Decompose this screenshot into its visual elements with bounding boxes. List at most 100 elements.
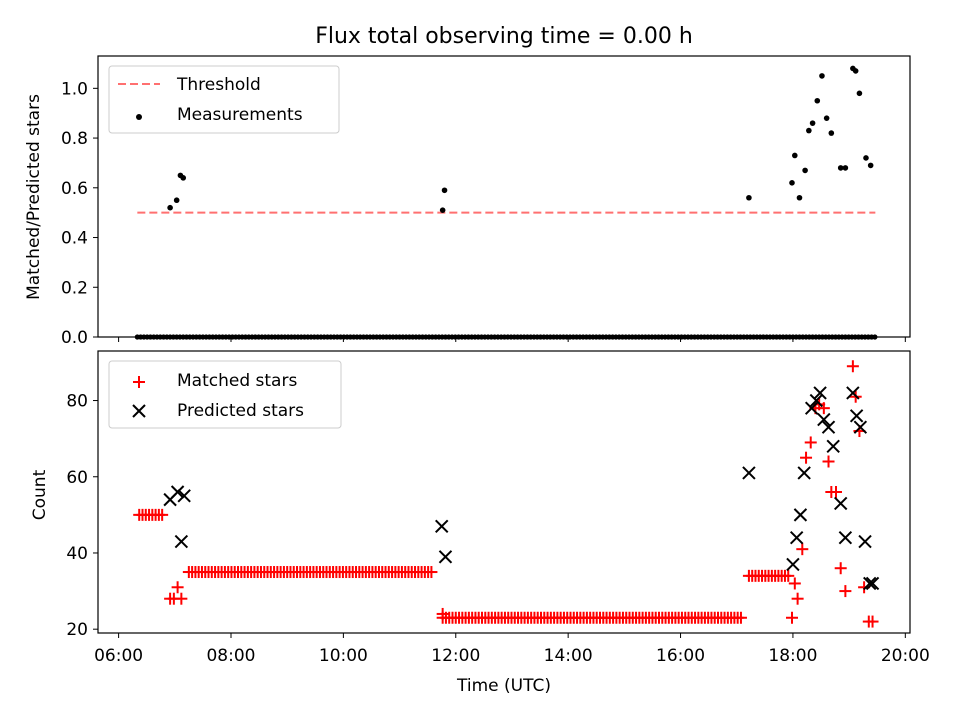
measurement-point — [828, 130, 835, 136]
matched-star-point — [839, 585, 852, 598]
count-xtick-label: 08:00 — [206, 646, 255, 666]
predicted-star-point — [838, 531, 853, 545]
predicted-star-point — [813, 386, 827, 400]
predicted-star-point — [797, 466, 811, 480]
measurement-point — [167, 204, 173, 211]
matched-legend-swatch — [133, 376, 145, 388]
count-xtick-label: 20:00 — [881, 646, 930, 666]
ratio-ytick-label: 0.2 — [61, 278, 88, 298]
matched-star-point — [782, 569, 795, 582]
measurement-point — [792, 152, 798, 159]
count-xtick-label: 14:00 — [544, 646, 593, 666]
matched-star-point — [817, 402, 830, 415]
predicted-legend-swatch — [132, 404, 146, 418]
predicted-star-point — [438, 550, 453, 564]
matched-legend-label: Matched stars — [177, 371, 297, 391]
measurement-point — [837, 165, 844, 171]
count-xtick-label: 18:00 — [768, 646, 817, 666]
count-xtick-label: 16:00 — [656, 646, 705, 666]
predicted-star-point — [865, 576, 880, 591]
predicted-star-point — [789, 531, 804, 545]
measurement-point — [441, 187, 448, 194]
predicted-star-point — [793, 508, 808, 522]
predicted-star-point — [809, 393, 824, 408]
count-xtick-label: 10:00 — [319, 646, 368, 666]
matched-star-point — [800, 451, 813, 464]
measurement-point — [806, 127, 812, 134]
matched-star-point — [436, 607, 449, 620]
measurement-point — [814, 97, 821, 104]
count-legend-box — [108, 360, 342, 429]
predicted-star-point — [833, 496, 848, 511]
measurement-point — [809, 120, 816, 126]
ratio-legend: Threshold Measurements — [108, 65, 340, 134]
measurement-point — [842, 165, 849, 171]
matched-star-point — [796, 543, 809, 556]
count-ytick-label: 40 — [66, 544, 88, 564]
count-legend: Matched stars Predicted stars — [108, 360, 342, 429]
matched-star-point — [804, 436, 817, 449]
count-axes: 06:00 08:00 10:00 12:00 14:00 16:00 18:00 20:00… — [66, 392, 929, 666]
matched-star-point — [156, 508, 169, 521]
ratio-plot-frame — [97, 55, 911, 338]
predicted-star-point — [826, 439, 840, 453]
predicted-star-point — [821, 420, 836, 434]
measurement-point — [796, 194, 803, 201]
matched-star-point — [788, 577, 801, 590]
predicted-star-point — [177, 489, 191, 503]
ratio-axes: 0.0 0.2 0.4 0.6 0.8 1.0 — [61, 79, 906, 348]
measurement-point — [856, 90, 863, 97]
matched-star-point — [175, 592, 188, 605]
ylabel-ratio: Matched/Predicted stars — [24, 94, 44, 300]
predicted-star-point — [853, 420, 868, 434]
ratio-ytick-label: 0.0 — [61, 328, 88, 348]
predicted-star-point — [174, 534, 189, 549]
measurement-point — [173, 197, 180, 204]
threshold-legend-label: Threshold — [176, 75, 261, 95]
measurement-point — [789, 180, 795, 186]
matched-star-point — [425, 566, 438, 579]
matched-star-point — [834, 562, 847, 575]
measurement-point — [819, 73, 825, 79]
matched-star-point — [785, 611, 798, 624]
matched-star-point — [734, 611, 747, 624]
measurement-point — [802, 167, 808, 174]
predicted-star-point — [846, 386, 860, 400]
matched-star-point — [830, 486, 843, 498]
predicted-star-point — [435, 519, 449, 534]
measurement-point — [180, 175, 187, 181]
count-plot-frame — [97, 350, 911, 634]
measurement-point — [863, 155, 869, 161]
matched-star-point — [866, 615, 879, 628]
measurement-point — [746, 194, 752, 201]
measurement-point — [439, 207, 446, 213]
predicted-star-point — [804, 401, 819, 415]
measurements-legend-label: Measurements — [177, 105, 303, 125]
ratio-panel: Flux total observing time = 0.00 h Match… — [24, 24, 911, 348]
measurement-point — [867, 162, 874, 169]
matched-star-point — [171, 581, 184, 594]
predicted-star-point — [863, 576, 877, 591]
predicted-star-point — [742, 466, 756, 480]
count-points — [133, 360, 880, 628]
chart-title: Flux total observing time = 0.00 h — [315, 24, 693, 49]
count-xtick-label: 06:00 — [94, 646, 143, 666]
measurements-legend-swatch — [136, 114, 142, 120]
matched-star-point — [822, 455, 835, 468]
predicted-star-point — [849, 409, 864, 423]
matched-star-point — [846, 360, 859, 373]
ratio-ytick-label: 1.0 — [61, 79, 88, 99]
count-ytick-label: 60 — [66, 468, 88, 488]
count-ytick-label: 20 — [66, 620, 88, 640]
matched-star-point — [791, 592, 804, 605]
count-panel: Count Time (UTC) 06:00 08:00 10:00 12:00 14:… — [30, 350, 930, 696]
predicted-star-point — [170, 485, 185, 499]
ratio-ytick-label: 0.4 — [61, 229, 88, 249]
count-ytick-label: 80 — [66, 392, 88, 412]
predicted-star-point — [817, 412, 831, 427]
ratio-legend-box — [108, 65, 340, 134]
predicted-star-point — [786, 557, 800, 572]
ylabel-count: Count — [30, 469, 50, 520]
predicted-star-point — [858, 534, 872, 549]
predicted-legend-label: Predicted stars — [177, 401, 304, 421]
